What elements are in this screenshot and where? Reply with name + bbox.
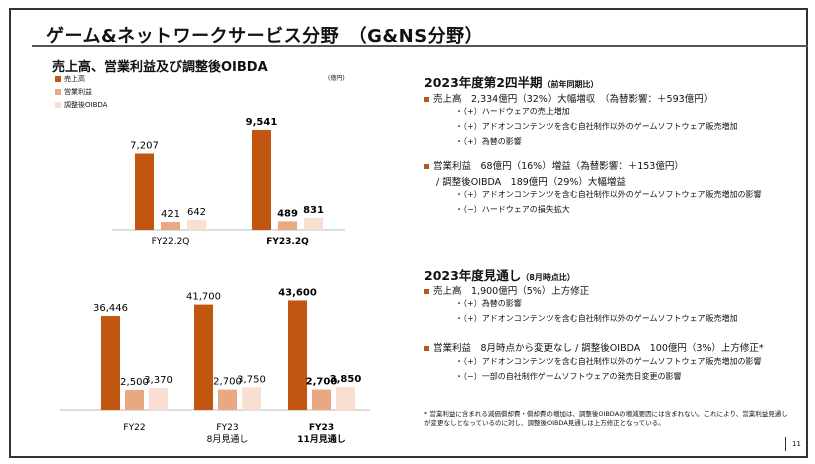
bar-oibda [336, 387, 355, 410]
category-label: FY23 [216, 423, 238, 433]
bar-op [125, 390, 144, 410]
data-label: 3,850 [330, 374, 362, 385]
fc-op-item: ・（−）一部の自社制作ゲームソフトウェアの発売日変更の影響 [455, 372, 682, 381]
data-label: 831 [303, 205, 324, 216]
bar-oibda [149, 388, 168, 410]
q2-op-item: ・（−）ハードウェアの損失拡大 [455, 205, 570, 214]
bar-charts: 7,207 421 642 FY22.2Q 9,541 489 831 FY23.2Q 36,4… [60, 117, 370, 445]
q2-sales: 売上高 2,334億円（32%）大幅増収 （為替影響：＋593億円） [424, 91, 713, 105]
chart-subtitle: 売上高、営業利益及び調整後OIBDA [52, 60, 268, 75]
bar-sales [101, 316, 120, 410]
data-label: 642 [187, 207, 206, 218]
data-label: 2,700 [213, 377, 242, 388]
q2-sales-item: ・（+）ハードウェアの売上増加 [455, 107, 570, 116]
slide-frame [9, 8, 808, 458]
bar-sales [288, 300, 307, 410]
q2-heading: 2023年度第2四半期（前年同期比） [424, 75, 599, 90]
bar-oibda [304, 217, 323, 230]
q2-op: 営業利益 68億円（16%）増益（為替影響：＋153億円） [424, 158, 684, 172]
footnote: * 営業利益に含まれる減価償却費・償却費の増加は、調整後OIBDAの増減要因には… [424, 410, 788, 427]
fc-sales-item: ・（+）為替の影響 [455, 299, 522, 308]
unit-label: (億円) [328, 75, 345, 82]
bar-sales [194, 304, 213, 410]
category-label: FY22.2Q [152, 237, 190, 247]
page-title: ゲーム&ネットワークサービス分野 （G&NS分野） [46, 26, 484, 47]
bar-op [312, 389, 331, 410]
bar-oibda [187, 219, 206, 230]
data-label: 3,370 [144, 375, 173, 386]
data-label: 421 [161, 209, 180, 220]
q2-op-item: ・（+）アドオンコンテンツを含む自社制作以外のゲームソフトウェア販売増加の影響 [455, 190, 762, 199]
bar-op [278, 221, 297, 230]
bar-op [161, 222, 180, 230]
category-label: 11月見通し [297, 433, 346, 445]
legend-op: 営業利益 [55, 86, 107, 99]
bar-sales [135, 153, 154, 230]
fc-heading: 2023年度見通し（8月時点比） [424, 268, 575, 283]
data-label: 43,600 [278, 287, 317, 298]
data-label: 489 [277, 208, 298, 219]
data-label: 41,700 [186, 292, 221, 303]
fc-op: 営業利益 8月時点から変更なし / 調整後OIBDA 100億円（3%）上方修正… [424, 340, 764, 354]
chart-legend: 売上高 営業利益 調整後OIBDA [55, 73, 107, 112]
bar-op [218, 389, 237, 410]
category-label: FY22 [123, 423, 145, 433]
legend-sales: 売上高 [55, 73, 107, 86]
data-label: 36,446 [93, 303, 128, 314]
page-number: 11 [785, 437, 801, 451]
category-label: 8月見通し [207, 434, 249, 445]
fc-sales: 売上高 1,900億円（5%）上方修正 [424, 283, 589, 297]
legend-oibda: 調整後OIBDA [55, 99, 107, 112]
bar-sales [252, 129, 271, 230]
title-divider [32, 45, 808, 47]
fc-sales-item: ・（+）アドオンコンテンツを含む自社制作以外のゲームソフトウェア販売増加 [455, 314, 738, 323]
fc-op-item: ・（+）アドオンコンテンツを含む自社制作以外のゲームソフトウェア販売増加の影響 [455, 357, 762, 366]
data-label: 2,500 [120, 377, 149, 388]
q2-oibda: / 調整後OIBDA 189億円（29%）大幅増益 [436, 177, 626, 188]
category-label: FY23 [309, 423, 334, 433]
q2-sales-item: ・（+）為替の影響 [455, 137, 522, 146]
data-label: 3,750 [237, 374, 266, 385]
data-label: 2,700 [306, 377, 338, 388]
data-label: 9,541 [246, 117, 278, 128]
q2-sales-item: ・（+）アドオンコンテンツを含む自社制作以外のゲームソフトウェア販売増加 [455, 122, 738, 131]
data-label: 7,207 [130, 141, 159, 152]
bar-oibda [242, 387, 261, 410]
category-label: FY23.2Q [266, 237, 309, 247]
